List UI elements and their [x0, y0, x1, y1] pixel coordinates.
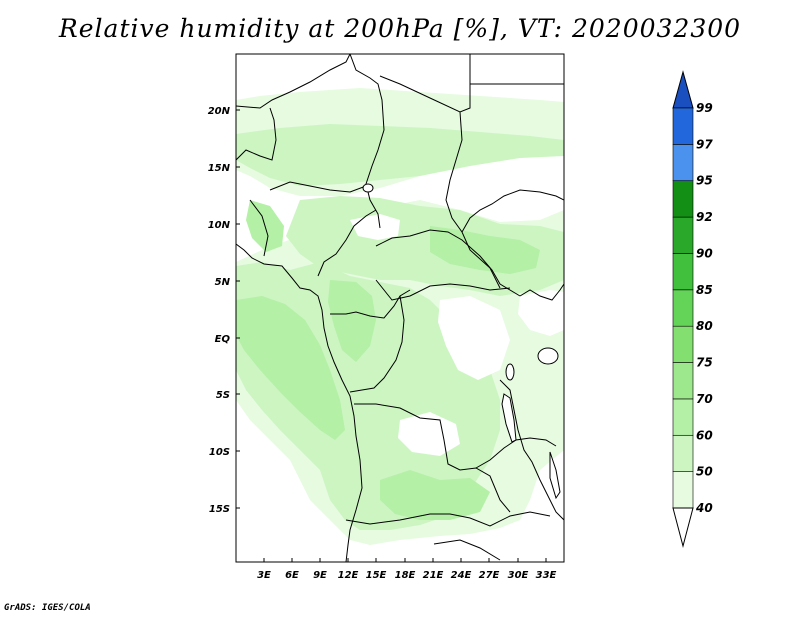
- border-drc-west: [349, 295, 405, 393]
- lon-label: 12E: [338, 570, 359, 581]
- colorbar-label: 90: [696, 246, 713, 260]
- rh-region-high-2: [328, 280, 376, 362]
- lat-label: 5N: [215, 277, 231, 288]
- colorbar-label: 95: [696, 174, 713, 188]
- border-north-2: [349, 54, 385, 229]
- border-congo: [330, 289, 411, 319]
- colorbar-top-arrow: [672, 70, 694, 109]
- lakes: [362, 183, 561, 500]
- country-borders: [236, 54, 564, 562]
- border-north-3: [379, 54, 471, 113]
- lat-label: 10S: [209, 447, 230, 458]
- colorbar-label: 75: [696, 356, 713, 370]
- grads-credit: GrADS: IGES/COLA: [4, 603, 91, 613]
- lake-kivu: [505, 363, 515, 381]
- lon-label: 9E: [313, 570, 327, 581]
- lake-malawi: [549, 451, 561, 500]
- colorbar-segment: [672, 362, 694, 400]
- border-nigeria-cameroon: [317, 209, 377, 277]
- border-niger-nigeria: [269, 181, 367, 193]
- border-car-south: [375, 279, 511, 301]
- colorbar-segment: [672, 325, 694, 363]
- colorbar-segment: [672, 216, 694, 254]
- colorbar-segment: [672, 253, 694, 291]
- lon-label: 30E: [508, 570, 529, 581]
- lat-label: 5S: [216, 390, 230, 401]
- colorbar-bottom-arrow: [672, 507, 694, 548]
- border-east: [519, 283, 564, 301]
- lon-label: 27E: [479, 570, 500, 581]
- border-botswana: [433, 539, 501, 561]
- dry-hole-1: [438, 296, 510, 380]
- lon-axis: [263, 558, 547, 562]
- colorbar-segment: [672, 144, 694, 182]
- colorbar-labels: 40 50 60 70 75 80 85 90 92 95 97 99: [695, 101, 713, 515]
- rh-band-north-2: [236, 124, 564, 186]
- colorbar-segment: [672, 471, 694, 509]
- colorbar-segment: [672, 434, 694, 472]
- lat-labels: 20N 15N 10N 5N EQ 5S 10S 15S: [208, 106, 231, 515]
- border-angola-namibia: [345, 511, 551, 527]
- map-frame: [235, 53, 565, 563]
- colorbar-label: 80: [696, 319, 713, 333]
- lon-label: 24E: [451, 570, 472, 581]
- map-title: Relative humidity at 200hPa [%], VT: 202…: [58, 14, 742, 43]
- border-chad-sudan: [445, 111, 501, 289]
- humidity-field: [236, 88, 564, 562]
- lon-label: 15E: [366, 570, 387, 581]
- colorbar-segment: [672, 398, 694, 436]
- colorbar-label: 85: [696, 283, 713, 297]
- colorbar-segment: [672, 289, 694, 327]
- colorbar-label: 60: [696, 428, 713, 442]
- colorbar-segment: [672, 180, 694, 218]
- lat-label: EQ: [215, 334, 231, 345]
- colorbar: 40 50 60 70 75 80 85 90 92 95 97 99: [672, 70, 713, 548]
- coastline: [236, 243, 363, 562]
- lon-labels: 3E 6E 9E 12E 15E 18E 21E 24E 27E 30E 33E: [257, 570, 556, 581]
- dry-hole-5: [350, 214, 400, 240]
- dry-hole-3: [236, 420, 300, 562]
- colorbar-label: 97: [696, 137, 713, 151]
- lake-tanganyika: [501, 393, 517, 443]
- rh-region-high-1: [236, 296, 345, 440]
- border-drc-angola: [354, 403, 511, 513]
- colorbar-segment: [672, 107, 694, 145]
- lon-label: 3E: [257, 570, 271, 581]
- border-mali: [236, 107, 277, 161]
- lon-label: 6E: [285, 570, 299, 581]
- colorbar-label: 40: [695, 501, 713, 515]
- lon-label: 21E: [423, 570, 444, 581]
- colorbar-label: 50: [696, 465, 713, 479]
- lat-label: 20N: [208, 106, 231, 117]
- colorbar-segments: [672, 107, 694, 509]
- rh-region-high-3: [380, 470, 490, 520]
- colorbar-label: 92: [696, 210, 713, 224]
- lake-victoria: [537, 347, 559, 365]
- lon-label: 18E: [395, 570, 416, 581]
- lon-label: 33E: [536, 570, 557, 581]
- lat-axis: [236, 109, 240, 509]
- colorbar-label: 99: [696, 101, 713, 115]
- border-nile: [461, 189, 564, 233]
- colorbar-label: 70: [696, 392, 713, 406]
- border-car: [375, 229, 521, 297]
- lake-chad: [362, 183, 374, 193]
- lat-label: 10N: [208, 220, 231, 231]
- lat-label: 15N: [208, 163, 231, 174]
- border-gulf: [249, 199, 269, 257]
- lat-label: 15S: [209, 504, 230, 515]
- dry-hole-4: [518, 290, 564, 336]
- border-rift: [499, 379, 564, 521]
- border-north-1: [236, 54, 351, 109]
